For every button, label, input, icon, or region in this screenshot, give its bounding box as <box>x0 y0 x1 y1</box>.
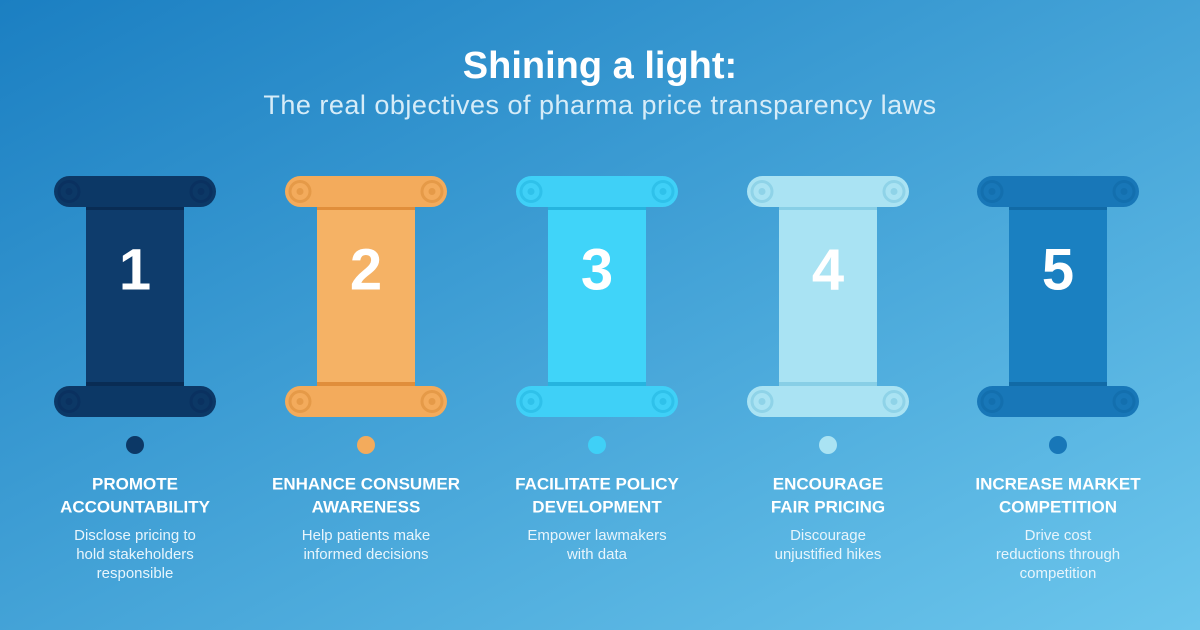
step-description: informed decisions <box>303 546 428 563</box>
scroll-curl-dot <box>988 188 996 195</box>
step-description: with data <box>566 546 628 563</box>
scroll-curl-dot <box>428 398 436 405</box>
scroll-curl <box>651 390 675 413</box>
scroll-curl <box>288 180 312 203</box>
step-description: responsible <box>97 565 174 582</box>
scroll-curl <box>1112 390 1136 413</box>
scroll-curl <box>189 390 213 413</box>
scroll-curl <box>750 390 774 413</box>
step-description: Empower lawmakers <box>527 527 666 544</box>
scroll-curl-dot <box>527 398 535 405</box>
scroll-body <box>86 195 184 395</box>
step-number: 3 <box>581 237 613 302</box>
scroll-curl-dot <box>296 398 304 405</box>
scroll-curl <box>519 180 543 203</box>
step-number: 1 <box>119 237 151 302</box>
step-heading: FAIR PRICING <box>771 497 885 516</box>
scroll-curl <box>420 390 444 413</box>
scroll-curl <box>189 180 213 203</box>
step-heading: DEVELOPMENT <box>532 497 662 516</box>
scroll-curl <box>980 390 1004 413</box>
step-description: unjustified hikes <box>775 546 882 563</box>
scroll-curl <box>882 180 906 203</box>
step-number: 5 <box>1042 237 1074 302</box>
scroll-cap <box>285 386 447 417</box>
step-heading: COMPETITION <box>999 497 1117 516</box>
timeline-dot <box>1049 436 1067 454</box>
step-heading: FACILITATE POLICY <box>515 474 679 493</box>
scroll-curl <box>57 180 81 203</box>
scroll-curl-dot <box>659 398 667 405</box>
step-description: Help patients make <box>302 527 430 544</box>
step-description: hold stakeholders <box>76 546 194 563</box>
step-number: 2 <box>350 237 382 302</box>
scroll-curl-dot <box>890 188 898 195</box>
timeline-dot <box>357 436 375 454</box>
scroll-curl-dot <box>197 188 205 195</box>
scroll-body <box>548 195 646 395</box>
scroll-curl-dot <box>65 188 73 195</box>
timeline-dot <box>126 436 144 454</box>
scroll-curl-dot <box>1120 188 1128 195</box>
scroll-curl-dot <box>65 398 73 405</box>
step-description: competition <box>1020 565 1097 582</box>
step-description: Discourage <box>790 527 866 544</box>
step-description: Disclose pricing to <box>74 527 196 544</box>
scroll-curl <box>882 390 906 413</box>
scroll-body <box>779 195 877 395</box>
scroll-cap <box>54 176 216 207</box>
scroll-curl <box>288 390 312 413</box>
scroll-curl <box>57 390 81 413</box>
step-heading: INCREASE MARKET <box>975 474 1141 493</box>
timeline-dot <box>588 436 606 454</box>
scroll-cap <box>54 386 216 417</box>
scroll-cap <box>977 386 1139 417</box>
scroll-cap <box>516 386 678 417</box>
scroll-curl <box>750 180 774 203</box>
step-description: reductions through <box>996 546 1120 563</box>
step-heading: PROMOTE <box>92 474 178 493</box>
scroll-curl-dot <box>296 188 304 195</box>
subtitle: The real objectives of pharma price tran… <box>263 90 936 120</box>
scroll-cap <box>977 176 1139 207</box>
step-heading: ENHANCE CONSUMER <box>272 474 460 493</box>
scroll-curl <box>519 390 543 413</box>
step-heading: AWARENESS <box>312 497 421 516</box>
scroll-cap <box>516 176 678 207</box>
scroll-body <box>1009 195 1107 395</box>
scroll-curl-dot <box>1120 398 1128 405</box>
scroll-body <box>317 195 415 395</box>
scroll-curl-dot <box>758 188 766 195</box>
scroll-curl-dot <box>988 398 996 405</box>
scroll-curl-dot <box>428 188 436 195</box>
scroll-curl-dot <box>659 188 667 195</box>
step-heading: ACCOUNTABILITY <box>60 497 210 516</box>
scroll-cap <box>285 176 447 207</box>
scroll-curl <box>651 180 675 203</box>
step-heading: ENCOURAGE <box>773 474 884 493</box>
scroll-curl <box>1112 180 1136 203</box>
title: Shining a light: <box>463 45 737 87</box>
scroll-curl-dot <box>758 398 766 405</box>
scroll-curl <box>980 180 1004 203</box>
scroll-curl-dot <box>890 398 898 405</box>
step-description: Drive cost <box>1025 527 1093 544</box>
scroll-cap <box>747 176 909 207</box>
step-number: 4 <box>812 237 844 302</box>
scroll-curl <box>420 180 444 203</box>
scroll-curl-dot <box>197 398 205 405</box>
timeline-dot <box>819 436 837 454</box>
scroll-cap <box>747 386 909 417</box>
scroll-curl-dot <box>527 188 535 195</box>
